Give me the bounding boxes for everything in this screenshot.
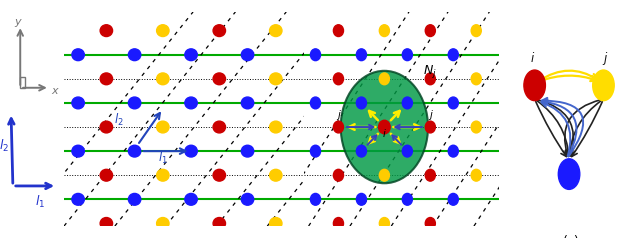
Circle shape	[356, 97, 367, 109]
Circle shape	[213, 121, 225, 133]
Circle shape	[356, 49, 367, 61]
Circle shape	[72, 49, 84, 61]
Circle shape	[100, 169, 113, 181]
Circle shape	[471, 73, 481, 85]
Circle shape	[558, 159, 580, 189]
Text: $i$: $i$	[382, 127, 387, 139]
Circle shape	[333, 121, 344, 133]
Circle shape	[448, 145, 458, 157]
Circle shape	[379, 120, 390, 134]
Circle shape	[471, 121, 481, 133]
Circle shape	[269, 121, 282, 133]
Circle shape	[185, 193, 197, 205]
Circle shape	[403, 193, 412, 205]
Circle shape	[524, 70, 545, 101]
Text: $l_1$: $l_1$	[35, 193, 45, 210]
Circle shape	[157, 121, 169, 133]
Circle shape	[403, 145, 412, 157]
Circle shape	[129, 145, 141, 157]
Circle shape	[425, 73, 435, 85]
Circle shape	[241, 145, 253, 157]
Circle shape	[157, 73, 169, 85]
Text: $x$: $x$	[51, 86, 60, 96]
Circle shape	[425, 169, 435, 181]
Circle shape	[310, 193, 321, 205]
Circle shape	[425, 218, 435, 229]
Circle shape	[310, 97, 321, 109]
Circle shape	[129, 49, 141, 61]
Circle shape	[157, 25, 169, 37]
Circle shape	[129, 193, 141, 205]
Circle shape	[448, 97, 458, 109]
Circle shape	[241, 193, 253, 205]
Circle shape	[380, 25, 389, 37]
Circle shape	[269, 25, 282, 37]
Circle shape	[185, 145, 197, 157]
Text: $j$: $j$	[336, 109, 342, 123]
Text: $j$: $j$	[428, 109, 434, 123]
Text: $l_1$: $l_1$	[158, 150, 168, 166]
Circle shape	[333, 73, 344, 85]
Circle shape	[593, 70, 614, 101]
Circle shape	[157, 218, 169, 229]
Circle shape	[403, 49, 412, 61]
Circle shape	[380, 121, 389, 133]
Circle shape	[403, 97, 412, 109]
Circle shape	[213, 73, 225, 85]
Circle shape	[310, 145, 321, 157]
Circle shape	[380, 73, 389, 85]
Circle shape	[380, 218, 389, 229]
Circle shape	[129, 97, 141, 109]
Circle shape	[425, 121, 435, 133]
Text: $i$: $i$	[530, 51, 535, 65]
Circle shape	[72, 193, 84, 205]
Circle shape	[269, 218, 282, 229]
Circle shape	[333, 169, 344, 181]
Circle shape	[241, 49, 253, 61]
Circle shape	[185, 49, 197, 61]
Circle shape	[185, 97, 197, 109]
Circle shape	[100, 25, 113, 37]
Circle shape	[333, 218, 344, 229]
Text: $y$: $y$	[13, 17, 22, 29]
Circle shape	[471, 169, 481, 181]
Circle shape	[213, 169, 225, 181]
Circle shape	[310, 49, 321, 61]
Circle shape	[471, 25, 481, 37]
Circle shape	[213, 25, 225, 37]
Bar	[20, 77, 25, 88]
Circle shape	[72, 145, 84, 157]
Circle shape	[356, 145, 367, 157]
Text: $l_2$: $l_2$	[0, 138, 9, 154]
Text: $j$: $j$	[602, 50, 609, 67]
Circle shape	[356, 193, 367, 205]
Circle shape	[241, 97, 253, 109]
Circle shape	[213, 218, 225, 229]
Circle shape	[269, 169, 282, 181]
Circle shape	[72, 97, 84, 109]
Circle shape	[333, 25, 344, 37]
Circle shape	[425, 25, 435, 37]
Ellipse shape	[340, 71, 428, 183]
Circle shape	[157, 169, 169, 181]
Circle shape	[100, 218, 113, 229]
Text: (c): (c)	[563, 235, 580, 238]
Circle shape	[448, 49, 458, 61]
Circle shape	[380, 169, 389, 181]
Circle shape	[448, 193, 458, 205]
Circle shape	[269, 73, 282, 85]
Text: $l_2$: $l_2$	[114, 112, 124, 129]
Circle shape	[100, 73, 113, 85]
Circle shape	[100, 121, 113, 133]
Text: $N_j$: $N_j$	[424, 63, 437, 79]
